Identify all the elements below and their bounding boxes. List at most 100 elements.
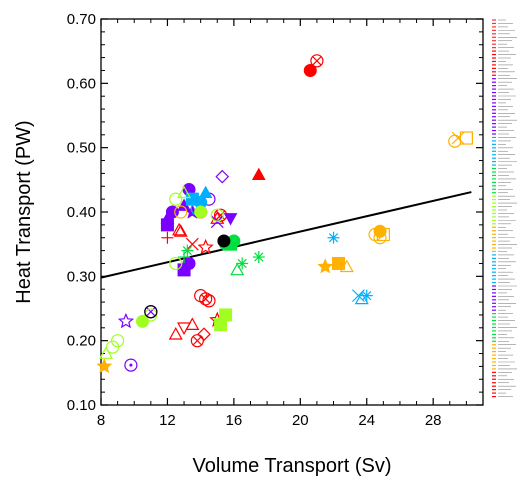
data-point bbox=[310, 54, 324, 68]
point-square bbox=[376, 227, 390, 242]
point-triangle bbox=[172, 222, 187, 236]
data-point bbox=[210, 208, 224, 222]
data-point bbox=[317, 258, 334, 274]
data-point bbox=[197, 238, 214, 255]
data-point bbox=[198, 185, 213, 198]
point-star bbox=[96, 358, 113, 374]
data-point bbox=[185, 317, 200, 330]
data-point bbox=[230, 262, 245, 276]
point-diamond bbox=[197, 327, 211, 342]
x-axis: 8 12 16 20 24 28 bbox=[97, 19, 467, 429]
data-point bbox=[251, 167, 266, 180]
point-triangle bbox=[177, 185, 192, 199]
data-point bbox=[117, 312, 135, 329]
point-triangle bbox=[339, 259, 354, 273]
data-point bbox=[332, 256, 346, 270]
point-circle bbox=[136, 314, 150, 328]
point-down-triangle bbox=[177, 322, 192, 336]
x-axis-title: Volume Transport (Sv) bbox=[193, 455, 392, 477]
y-tick-label: 0.40 bbox=[67, 204, 96, 221]
data-point bbox=[178, 251, 191, 264]
data-point bbox=[217, 234, 231, 248]
data-point bbox=[197, 327, 211, 342]
point-circle bbox=[210, 208, 224, 222]
regression-line bbox=[100, 191, 472, 279]
data-point bbox=[173, 224, 188, 237]
data-point bbox=[376, 227, 390, 242]
y-tick-label: 0.60 bbox=[67, 75, 96, 92]
data-point bbox=[98, 346, 114, 359]
plot-area bbox=[100, 18, 484, 406]
point-circle bbox=[182, 256, 196, 270]
data-point bbox=[144, 308, 158, 322]
point-circle bbox=[303, 63, 317, 77]
point-circle bbox=[106, 340, 120, 354]
data-point bbox=[182, 256, 196, 270]
x-tick-label: 12 bbox=[159, 412, 176, 429]
point-circle-dot-center bbox=[129, 363, 133, 367]
data-point bbox=[168, 326, 183, 340]
x-tick-label: 24 bbox=[358, 412, 375, 429]
point-circle bbox=[194, 205, 208, 219]
point-triangle bbox=[173, 224, 188, 237]
point-circle-x-ring bbox=[310, 54, 324, 68]
data-point bbox=[161, 231, 174, 244]
point-circle bbox=[202, 294, 216, 308]
point-circle-x-b bbox=[312, 56, 322, 66]
x-tick-label: 28 bbox=[425, 412, 442, 429]
data-point bbox=[194, 205, 208, 219]
y-tick-label: 0.30 bbox=[67, 268, 96, 285]
point-square bbox=[332, 256, 346, 270]
data-point bbox=[172, 222, 187, 236]
point-triangle bbox=[230, 262, 245, 276]
data-point bbox=[236, 257, 249, 270]
point-star bbox=[117, 312, 135, 329]
data-point bbox=[177, 185, 192, 199]
point-circle-x-b bbox=[146, 307, 156, 317]
point-square bbox=[214, 318, 228, 332]
x-tick-label: 20 bbox=[292, 412, 309, 429]
point-circle-x-ring bbox=[190, 334, 204, 348]
data-point bbox=[360, 289, 373, 302]
data-point bbox=[185, 237, 199, 251]
data-point bbox=[215, 169, 230, 184]
y-axis-title: Heat Transport (PW) bbox=[13, 120, 35, 303]
data-point bbox=[106, 340, 120, 354]
point-down-triangle bbox=[223, 213, 238, 226]
y-tick-label: 0.10 bbox=[67, 397, 96, 414]
data-point bbox=[303, 63, 317, 77]
data-point bbox=[202, 294, 216, 308]
data-point bbox=[223, 213, 238, 226]
data-point bbox=[124, 358, 138, 372]
data-point bbox=[190, 334, 204, 348]
point-star bbox=[197, 238, 214, 255]
point-diamond bbox=[215, 169, 230, 184]
point-circle bbox=[169, 256, 183, 271]
data-point bbox=[96, 358, 113, 374]
point-circle bbox=[217, 234, 231, 248]
data-point bbox=[459, 131, 473, 145]
point-triangle bbox=[185, 317, 200, 330]
point-triangle bbox=[198, 185, 213, 198]
point-circle-x-ring bbox=[199, 292, 213, 306]
point-x-b bbox=[451, 131, 465, 145]
data-point bbox=[177, 322, 192, 336]
data-point bbox=[339, 259, 354, 273]
data-point bbox=[373, 231, 387, 245]
point-circle-dot-ring bbox=[124, 358, 138, 372]
data-point bbox=[181, 244, 194, 257]
point-circle-x-b bbox=[215, 210, 226, 220]
data-point bbox=[169, 192, 183, 206]
point-circle bbox=[174, 205, 188, 219]
point-triangle bbox=[168, 326, 183, 340]
point-circle bbox=[144, 308, 158, 322]
data-point bbox=[451, 131, 465, 145]
data-point bbox=[327, 231, 340, 244]
y-tick-label: 0.50 bbox=[67, 140, 96, 157]
plot-frame bbox=[100, 18, 484, 406]
y-axis: 0.10 0.20 0.30 0.40 0.50 0.60 0.70 bbox=[67, 11, 483, 414]
data-point bbox=[174, 205, 188, 219]
data-point bbox=[214, 318, 228, 332]
point-circle-x-b bbox=[192, 336, 202, 346]
